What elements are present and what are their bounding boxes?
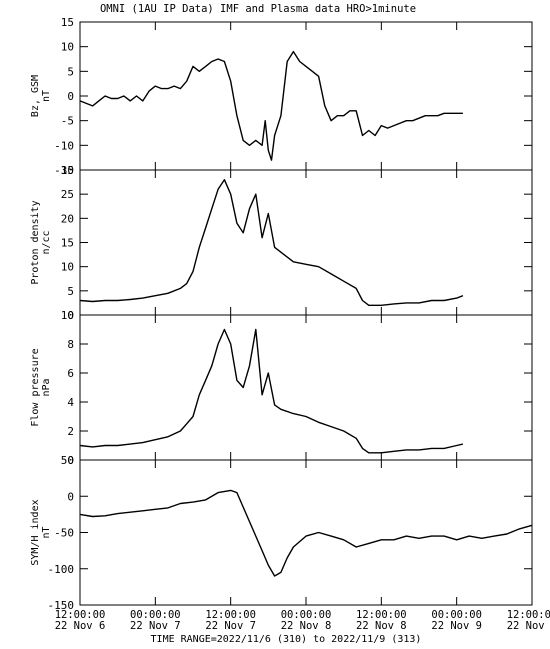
time-range-footer: TIME RANGE=2022/11/6 (310) to 2022/11/9 … (151, 634, 422, 645)
series-line-3 (79, 328, 464, 454)
y-tick-label: 2 (67, 425, 74, 438)
x-tick-time: 00:00:00 (431, 609, 482, 621)
x-tick-date: 22 Nov 7 (130, 620, 181, 632)
x-tick-date: 22 Nov 7 (205, 620, 256, 632)
series-line-1 (79, 50, 463, 161)
y-tick-label: 4 (67, 396, 74, 409)
panel-2: 0 5 10 15 20 25 30 Proton density n/cc (30, 164, 533, 322)
x-tick-time: 00:00:00 (130, 609, 181, 621)
y-tick-label: 10 (61, 261, 74, 274)
y-tick-label: 0 (67, 309, 74, 322)
x-tick-date: 22 Nov 8 (281, 620, 332, 632)
y-tick-label: 20 (61, 212, 74, 225)
x-tick-time: 00:00:00 (281, 609, 332, 621)
y-tick-label: 10 (61, 41, 74, 54)
y-tick-label: 0 (67, 454, 74, 467)
y-axis-unit: n/cc (41, 230, 52, 254)
x-tick-date: 22 Nov 8 (356, 620, 407, 632)
x-tick-date: 22 Nov 6 (55, 620, 106, 632)
y-axis-label: Bz, GSM (30, 75, 41, 117)
x-tick-time: 12:00:00 (507, 609, 550, 621)
y-tick-label: 0 (67, 490, 74, 503)
y-tick-label: 50 (61, 454, 74, 467)
y-tick-label: 5 (67, 65, 74, 78)
y-tick-label: 25 (61, 188, 74, 201)
panel-3: 0 2 4 6 8 10 Flow pressure nPa (30, 309, 533, 467)
y-tick-label: -50 (54, 527, 74, 540)
time-axis: 12:00:00 00:00:00 12:00:00 00:00:00 12:00:00… (55, 22, 550, 632)
y-tick-label: 5 (67, 285, 74, 298)
y-axis-label: Proton density (30, 200, 41, 284)
x-tick-time: 12:00:00 (55, 609, 106, 621)
y-axis-unit: nT (41, 90, 52, 102)
y-tick-label: -150 (48, 599, 75, 612)
y-tick-label: 30 (61, 164, 74, 177)
y-tick-label: 15 (61, 16, 74, 29)
y-axis-unit: nPa (41, 378, 52, 396)
y-tick-label: -100 (48, 563, 75, 576)
y-tick-label: 0 (67, 90, 74, 103)
y-tick-label: 15 (61, 237, 74, 250)
chart-title: OMNI (1AU IP Data) IMF and Plasma data H… (100, 3, 416, 15)
x-tick-time: 12:00:00 (205, 609, 256, 621)
series-line-2 (79, 178, 464, 306)
x-tick-date: 22 Nov 9 (431, 620, 482, 632)
series-line-4 (79, 489, 533, 577)
y-tick-label: -5 (61, 115, 74, 128)
y-axis-unit: nT (41, 526, 52, 538)
panel-frame (79, 21, 533, 171)
panel-frame (79, 314, 533, 461)
y-tick-label: 10 (61, 309, 74, 322)
x-tick-time: 12:00:00 (356, 609, 407, 621)
y-tick-label: 6 (67, 367, 74, 380)
panel-frame (79, 459, 533, 606)
panel-frame (79, 169, 533, 316)
y-tick-label: 8 (67, 338, 74, 351)
y-axis-label: Flow pressure (30, 348, 41, 426)
panel-1: -15 -10 -5 0 5 10 15 Bz, GSM nT (30, 16, 533, 177)
y-tick-label: -10 (54, 139, 74, 152)
x-tick-date: 22 Nov 9 (507, 620, 550, 632)
y-axis-label: SYM/H index (30, 499, 41, 565)
y-tick-label: -15 (54, 164, 74, 177)
